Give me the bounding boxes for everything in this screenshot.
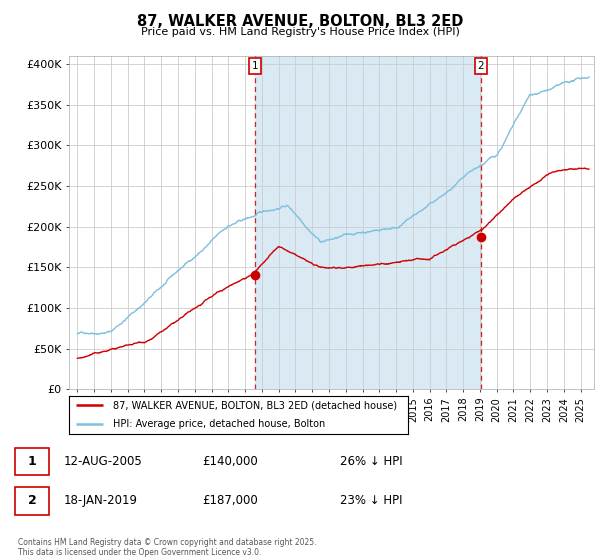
Bar — [255, 56, 481, 389]
Text: 1: 1 — [252, 61, 259, 71]
Text: 1: 1 — [28, 455, 37, 468]
Text: HPI: Average price, detached house, Bolton: HPI: Average price, detached house, Bolt… — [113, 419, 325, 430]
Text: 26% ↓ HPI: 26% ↓ HPI — [340, 455, 403, 468]
Text: 87, WALKER AVENUE, BOLTON, BL3 2ED (detached house): 87, WALKER AVENUE, BOLTON, BL3 2ED (deta… — [113, 400, 397, 410]
Text: 23% ↓ HPI: 23% ↓ HPI — [340, 494, 403, 507]
FancyBboxPatch shape — [15, 487, 49, 515]
Text: 12-AUG-2005: 12-AUG-2005 — [64, 455, 143, 468]
Text: 2: 2 — [478, 61, 484, 71]
Text: 18-JAN-2019: 18-JAN-2019 — [64, 494, 138, 507]
Text: 2: 2 — [28, 494, 37, 507]
Text: £187,000: £187,000 — [202, 494, 258, 507]
Text: Price paid vs. HM Land Registry's House Price Index (HPI): Price paid vs. HM Land Registry's House … — [140, 27, 460, 37]
FancyBboxPatch shape — [15, 447, 49, 475]
Text: £140,000: £140,000 — [202, 455, 258, 468]
Text: 87, WALKER AVENUE, BOLTON, BL3 2ED: 87, WALKER AVENUE, BOLTON, BL3 2ED — [137, 14, 463, 29]
Text: Contains HM Land Registry data © Crown copyright and database right 2025.
This d: Contains HM Land Registry data © Crown c… — [18, 538, 317, 557]
